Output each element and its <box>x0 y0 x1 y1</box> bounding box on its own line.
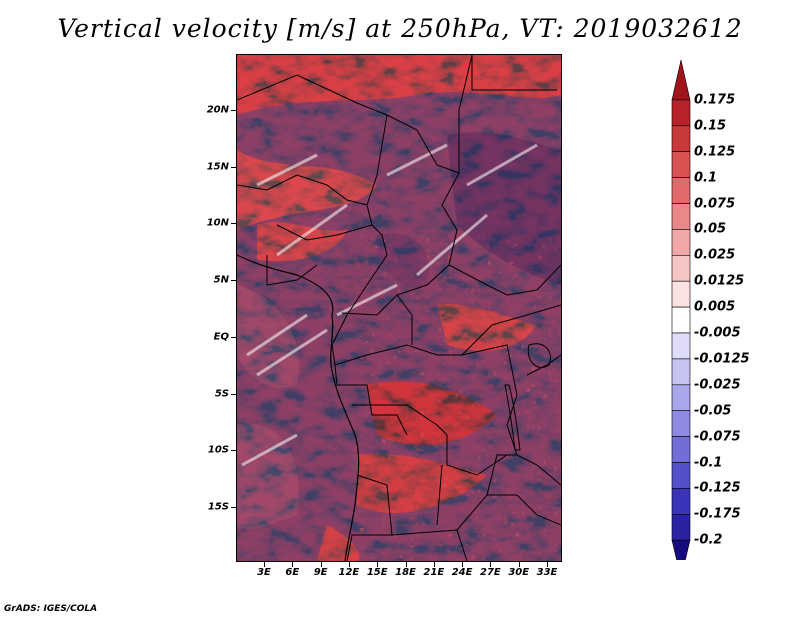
lon-label-12e: 12E <box>338 567 360 578</box>
map-plot-area <box>236 54 562 562</box>
colorbar-label: -0.005 <box>694 325 741 341</box>
colorbar-label: 0.1 <box>694 170 718 186</box>
colorbar-label: 0.175 <box>694 92 736 108</box>
colorbar-bin <box>671 332 691 360</box>
lat-tick <box>231 506 236 508</box>
lake-victoria <box>527 343 551 368</box>
lat-label-15n: 15N <box>206 161 229 173</box>
lat-tick <box>231 450 236 452</box>
lon-label-27e: 27E <box>480 567 501 578</box>
colorbar-label: 0.025 <box>694 247 736 263</box>
lon-tick <box>433 562 435 567</box>
colorbar-label: -0.0125 <box>694 351 750 367</box>
lat-label-5n: 5N <box>213 274 229 286</box>
colorbar-label: 0.005 <box>694 299 736 315</box>
colorbar-bin <box>671 410 691 437</box>
colorbar-label: -0.1 <box>694 455 723 470</box>
colorbar-label: -0.05 <box>694 403 732 419</box>
colorbar-label: -0.125 <box>694 480 741 496</box>
colorbar <box>671 60 691 560</box>
colorbar-label: 0.05 <box>694 221 727 237</box>
lon-tick <box>377 562 379 567</box>
colorbar-bin <box>671 488 691 515</box>
lat-tick <box>231 223 236 225</box>
colorbar-bin <box>671 539 691 560</box>
colorbar-bin <box>671 280 691 308</box>
lon-tick <box>405 562 407 567</box>
lat-tick <box>231 166 236 168</box>
coastline <box>237 254 360 561</box>
map-title: Vertical velocity [m/s] at 250hPa, VT: 2… <box>57 14 743 43</box>
grads-credit: GrADS: IGES/COLA <box>4 604 98 614</box>
lat-label-15s: 15S <box>207 501 229 513</box>
lon-label-30e: 30E <box>508 567 530 578</box>
lat-tick <box>231 336 236 338</box>
lat-label-eq: EQ <box>213 331 229 343</box>
lat-label-10s: 10S <box>207 444 229 456</box>
colorbar-bin <box>671 203 691 230</box>
lon-tick <box>490 562 492 567</box>
lon-label-15e: 15E <box>366 567 388 578</box>
lat-label-20n: 20N <box>206 104 229 116</box>
lon-label-6e: 6E <box>285 567 300 578</box>
colorbar-bin <box>671 255 691 282</box>
colorbar-bin <box>671 125 691 153</box>
colorbar-bin <box>671 151 691 178</box>
lon-tick <box>462 562 464 567</box>
colorbar-label: 0.125 <box>694 144 736 160</box>
colorbar-label: 0.15 <box>694 118 727 134</box>
lake-tanganyika <box>504 384 521 451</box>
colorbar-label: -0.175 <box>694 506 741 522</box>
lat-tick <box>231 110 236 111</box>
lon-label-21e: 21E <box>423 567 445 578</box>
colorbar-bin <box>671 306 691 334</box>
colorbar-bin <box>671 462 691 489</box>
colorbar-label: 0.0125 <box>694 273 745 289</box>
colorbar-label: -0.025 <box>694 377 741 393</box>
lon-label-18e: 18E <box>395 567 416 578</box>
lat-label-10n: 10N <box>206 217 229 229</box>
lon-label-24e: 24E <box>451 567 473 578</box>
lon-tick <box>292 562 294 567</box>
country-borders <box>237 55 561 561</box>
colorbar-bin <box>671 358 691 386</box>
lon-tick <box>320 562 322 567</box>
colorbar-bin <box>671 177 691 204</box>
lon-label-3e: 3E <box>257 567 271 578</box>
colorbar-bin <box>671 436 691 463</box>
colorbar-bin <box>671 229 691 256</box>
lon-tick <box>264 562 265 567</box>
lon-tick <box>348 562 350 567</box>
lat-tick <box>231 280 236 282</box>
lat-label-5s: 5S <box>214 388 229 399</box>
lat-tick <box>231 393 236 395</box>
colorbar-label: 0.075 <box>694 196 736 211</box>
white-streaks <box>241 143 538 467</box>
colorbar-bin <box>671 384 691 411</box>
lon-tick <box>547 562 548 567</box>
lon-tick <box>518 562 520 567</box>
colorbar-label: -0.2 <box>694 532 723 548</box>
colorbar-bin <box>671 99 691 127</box>
colorbar-label: -0.075 <box>694 429 741 445</box>
colorbar-bin <box>671 60 691 101</box>
velocity-field <box>237 55 561 561</box>
colorbar-bin <box>671 513 691 541</box>
lon-label-9e: 9E <box>313 567 328 578</box>
lon-label-33e: 33E <box>536 567 558 578</box>
